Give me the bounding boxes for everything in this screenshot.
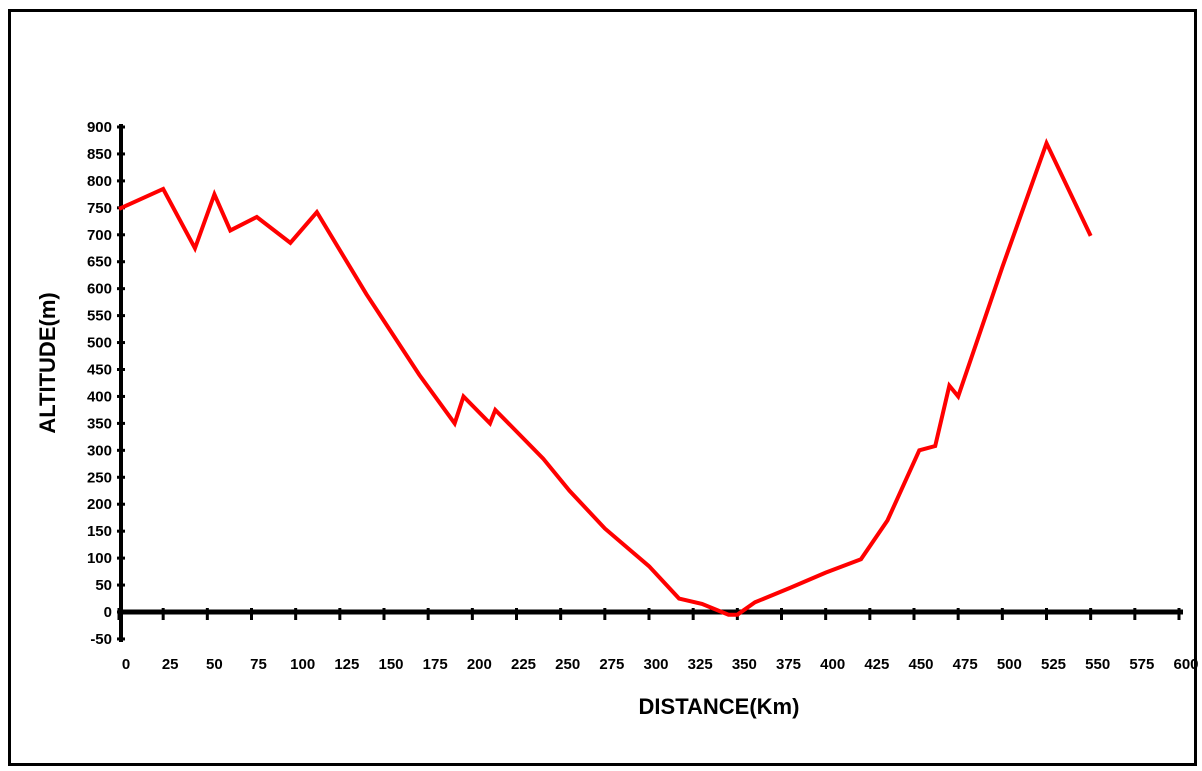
x-tick-label: 475 [953,656,978,673]
x-tick-label: 500 [997,656,1022,673]
y-tick-label: -50 [90,631,112,648]
x-tick-label: 125 [334,656,359,673]
x-tick-label: 150 [378,656,403,673]
x-tick-label: 225 [511,656,536,673]
x-tick-label: 350 [732,656,757,673]
x-tick-label: 575 [1129,656,1154,673]
x-tick-label: 200 [467,656,492,673]
x-tick-label: 250 [555,656,580,673]
y-tick-label: 900 [87,119,112,136]
y-tick-label: 850 [87,146,112,163]
x-tick-label: 550 [1085,656,1110,673]
x-tick-label: 425 [864,656,889,673]
x-tick-label: 50 [206,656,223,673]
y-tick-label: 300 [87,442,112,459]
y-axis: 9008508007507006506005505004504003503002… [87,119,125,648]
x-tick-label: 0 [122,656,130,673]
y-tick-label: 700 [87,227,112,244]
y-tick-label: 200 [87,496,112,513]
x-tick-label: 525 [1041,656,1066,673]
line-chart: 9008508007507006506005505004504003503002… [35,119,1199,719]
x-tick-label: 300 [643,656,668,673]
x-axis: 0 25 50 75 100 125 150 175 200 225 250 275 300 325 350… [117,608,1199,673]
x-tick-label: 375 [776,656,801,673]
series-group [118,137,1093,617]
y-tick-label: 650 [87,254,112,271]
y-tick-label: 750 [87,200,112,217]
series-line [118,137,1093,617]
y-tick-label: 150 [87,523,112,540]
x-tick-label: 75 [250,656,267,673]
y-tick-label: 350 [87,415,112,432]
y-tick-label: 800 [87,173,112,190]
x-tick-label: 325 [688,656,713,673]
y-tick-label: 450 [87,362,112,379]
x-tick-label: 275 [599,656,624,673]
x-tick-label: 25 [162,656,179,673]
y-tick-label: 0 [104,604,112,621]
x-tick-label: 100 [290,656,315,673]
x-tick-label: 600 [1173,656,1198,673]
y-tick-label: 500 [87,335,112,352]
y-tick-label: 50 [95,577,112,594]
y-tick-label: 400 [87,388,112,405]
x-axis-title: DISTANCE(Km) [639,694,800,719]
y-axis-title: ALTITUDE(m) [35,292,60,433]
y-tick-label: 600 [87,281,112,298]
y-tick-label: 550 [87,308,112,325]
x-tick-label: 400 [820,656,845,673]
x-tick-label: 450 [908,656,933,673]
y-tick-label: 100 [87,550,112,567]
chart-frame: 900 850 800 750 700 650 600 550 500 450 400 350 300 2… [8,9,1199,766]
x-tick-label: 175 [423,656,448,673]
y-tick-label: 250 [87,469,112,486]
